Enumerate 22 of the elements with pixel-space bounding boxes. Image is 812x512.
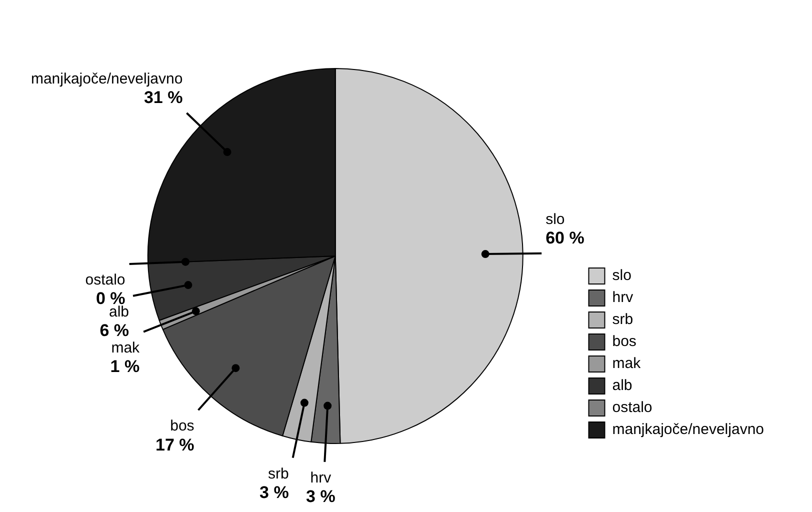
legend-label: slo [612, 267, 632, 284]
legend-label: manjkajoče/neveljavno [612, 421, 764, 438]
data-label: 17 % [156, 435, 194, 454]
data-label: 31 % [144, 88, 183, 108]
slice-label: manjkajoče/neveljavno [30, 70, 183, 88]
slice-label: hrv [310, 470, 332, 487]
legend-label: mak [612, 355, 642, 372]
data-label: 60 % [546, 228, 584, 248]
slice-label: slo [546, 210, 565, 228]
slice-label: bos [170, 418, 194, 435]
data-label: 6 % [100, 321, 130, 340]
data-label: 1 % [110, 357, 140, 376]
legend-label: alb [612, 377, 632, 394]
category-label: ostalo [85, 272, 126, 289]
legend-label: ostalo [612, 399, 652, 416]
data-label: 3 % [306, 487, 336, 506]
legend-label: srb [612, 311, 634, 328]
slice-label: mak [111, 339, 140, 356]
slice-label: srb [268, 465, 289, 482]
legend-label: bos [612, 333, 636, 350]
legend-label: hrv [612, 289, 634, 306]
data-label: 3 % [260, 483, 289, 502]
